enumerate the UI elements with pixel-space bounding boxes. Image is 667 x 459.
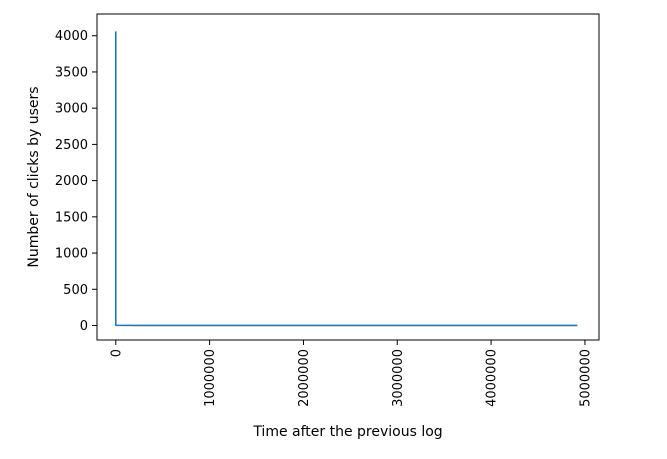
y-tick-label: 2000	[55, 174, 88, 189]
x-tick-label: 3000000	[391, 349, 406, 407]
y-tick-label: 3000	[55, 102, 88, 117]
y-tick-label: 1500	[55, 210, 88, 225]
y-axis-label: Number of clicks by users	[26, 86, 42, 267]
y-tick-label: 0	[80, 319, 88, 334]
y-tick-label: 1000	[55, 247, 88, 262]
x-axis-label: Time after the previous log	[252, 424, 442, 440]
y-tick-label: 4000	[55, 29, 88, 44]
series-line-0	[114, 31, 578, 327]
y-tick-label: 3500	[55, 65, 88, 80]
x-tick-label: 0	[109, 349, 124, 357]
x-tick-label: 5000000	[578, 349, 593, 407]
x-tick-label: 2000000	[297, 349, 312, 407]
plot-frame	[96, 13, 600, 341]
x-axis: 0 1000000 2000000 3000000 4000000 5000000	[109, 340, 593, 407]
y-axis: 0 500 1000 1500 2000 2500 3000 3500 4000	[55, 29, 97, 334]
x-tick-label: 4000000	[485, 349, 500, 407]
y-tick-label: 500	[63, 283, 88, 298]
x-tick-label: 1000000	[203, 349, 218, 407]
y-tick-label: 2500	[55, 138, 88, 153]
plot-layer	[114, 31, 578, 327]
